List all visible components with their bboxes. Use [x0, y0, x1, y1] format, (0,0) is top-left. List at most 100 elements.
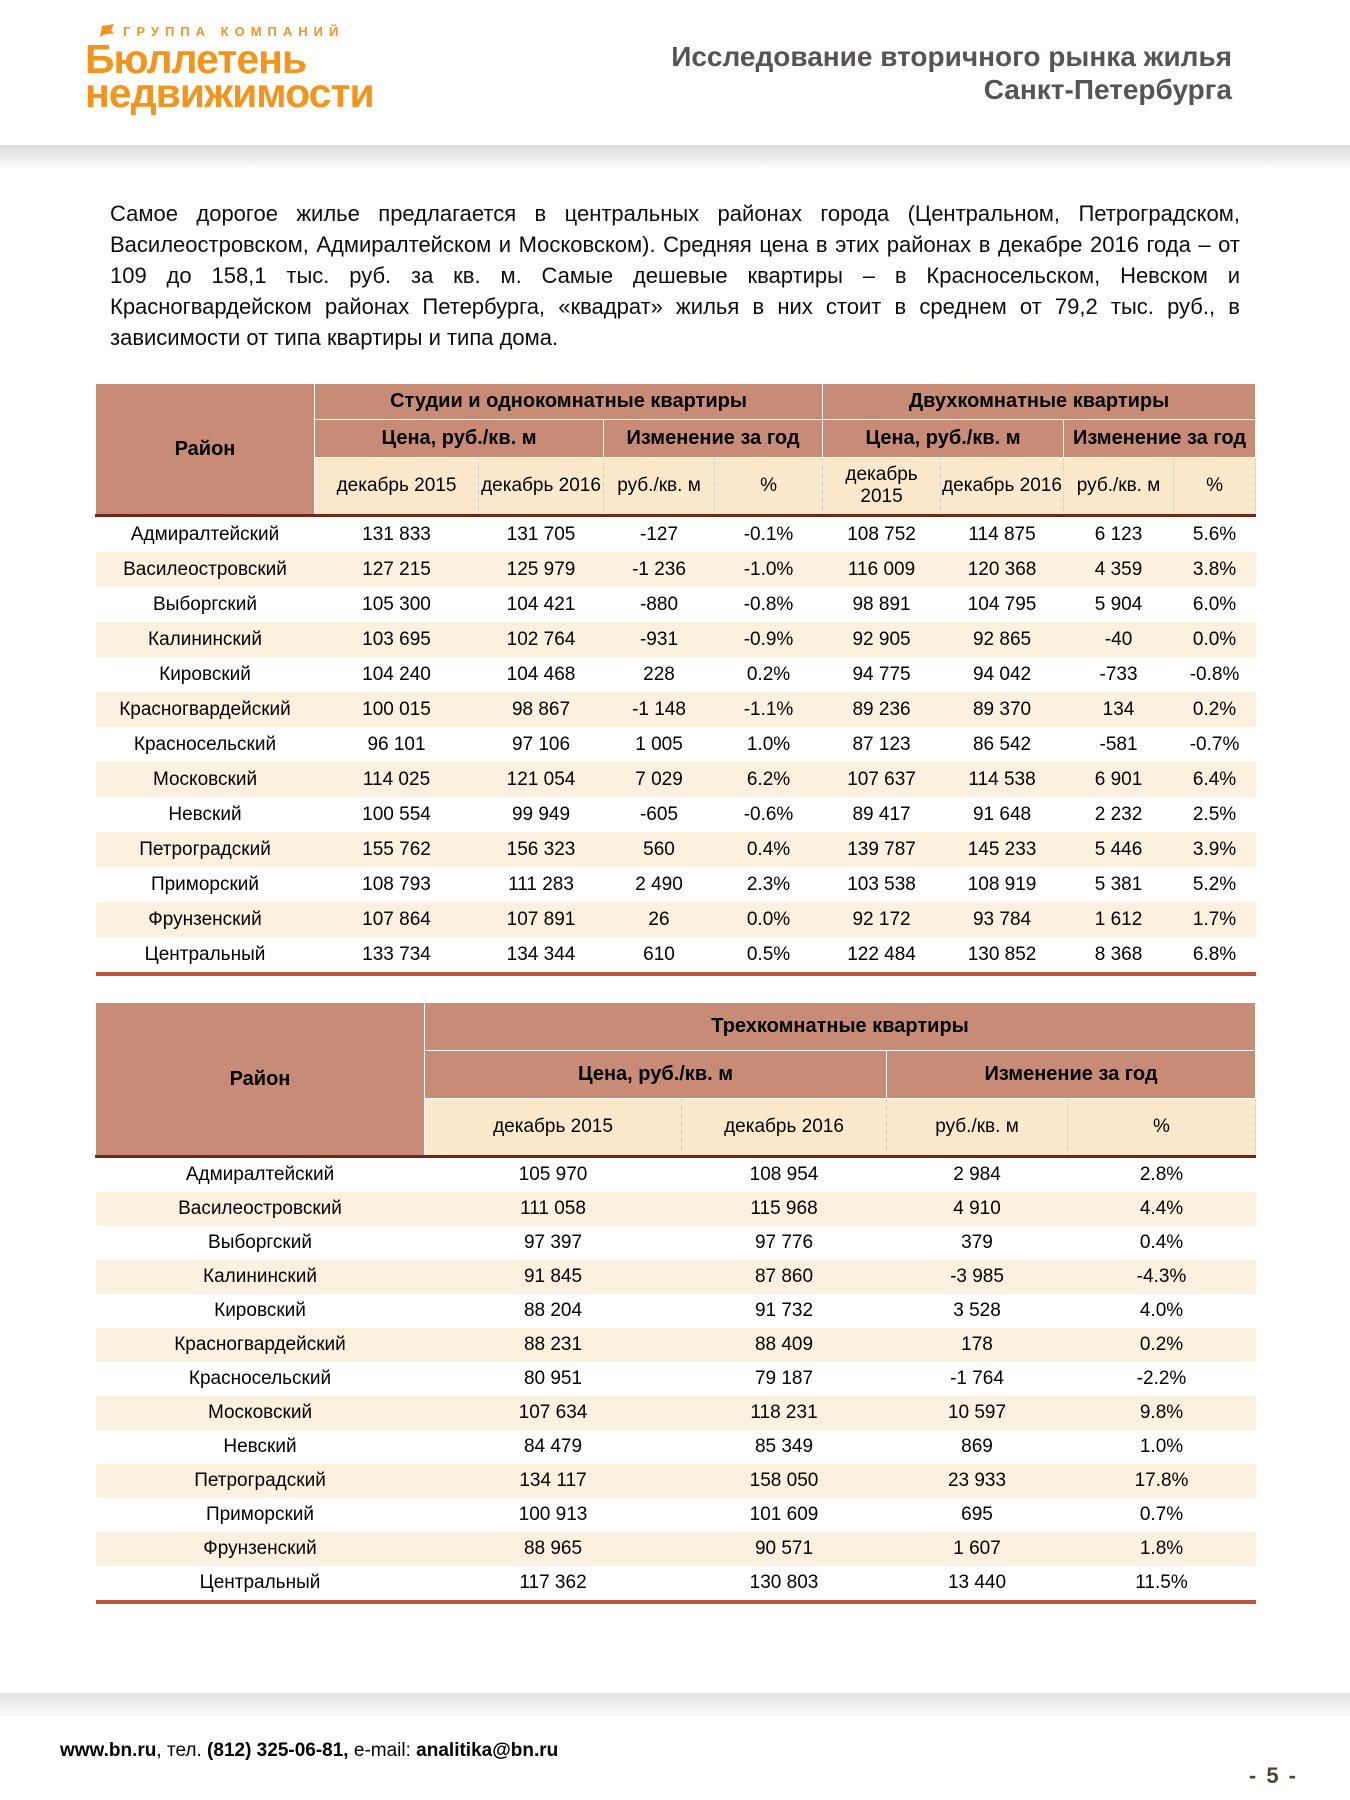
- table1-group2-header: Двухкомнатные квартиры: [822, 383, 1257, 420]
- value-cell: 114 875: [968, 523, 1036, 545]
- footer-phone: (812) 325-06-81,: [207, 1740, 349, 1761]
- value-cell: 116 009: [822, 552, 941, 587]
- page-title: Исследование вторичного рынка жилья Санк…: [671, 40, 1232, 106]
- value-cell: 0.4%: [714, 832, 823, 867]
- value-cell: 695: [961, 1504, 993, 1525]
- value-cell: 5 904: [1094, 593, 1143, 615]
- table-row: Кировский 104 240 104 468 228 0.2% 94 775 94 0…: [96, 657, 1256, 692]
- value-cell: 5.6%: [1192, 523, 1237, 545]
- value-cell: 91 845: [424, 1260, 682, 1294]
- table-row: Выборгский 97 397 97 776 379 0.4%: [96, 1226, 1256, 1260]
- value-cell: 155 762: [314, 832, 479, 867]
- value-cell: 108 752: [847, 523, 916, 545]
- value-cell: 134 344: [478, 937, 604, 976]
- col-header-dec2015: декабрь 2015: [822, 457, 942, 517]
- value-cell: 5.2%: [1192, 873, 1237, 895]
- table-row: Адмиралтейский 131 833 131 705 -127 -0.1% 108…: [96, 516, 1256, 553]
- page-number: - 5 -: [1248, 1763, 1298, 1788]
- table2-district-header: Район: [95, 1002, 425, 1158]
- district-cell: Выборгский: [153, 593, 257, 615]
- value-cell: 130 852: [940, 937, 1064, 976]
- value-cell: 87 860: [681, 1260, 887, 1294]
- value-cell: 5 446: [1063, 832, 1174, 867]
- value-cell: 122 484: [822, 937, 941, 976]
- value-cell: 114 538: [940, 762, 1064, 797]
- district-cell: Московский: [95, 1396, 425, 1430]
- value-cell: 91 732: [754, 1300, 814, 1321]
- value-cell: -3 985: [886, 1260, 1068, 1294]
- value-cell: 89 236: [822, 692, 941, 727]
- value-cell: 107 891: [478, 902, 604, 937]
- value-cell: 105 970: [518, 1164, 588, 1185]
- intro-paragraph: Самое дорогое жилье предлагается в центр…: [110, 201, 1240, 350]
- value-cell: 97 776: [754, 1232, 814, 1253]
- table-row: Красносельский 80 951 79 187 -1 764 -2.2%: [96, 1362, 1256, 1396]
- value-cell: 121 054: [478, 762, 604, 797]
- value-cell: 0.2%: [1067, 1328, 1256, 1362]
- value-cell: 4 910: [886, 1192, 1068, 1226]
- value-cell: 10 597: [886, 1396, 1068, 1430]
- value-cell: 134 117: [424, 1464, 682, 1498]
- value-cell: 108 919: [967, 873, 1037, 895]
- value-cell: 84 479: [523, 1436, 583, 1457]
- value-cell: 114 025: [314, 762, 479, 797]
- value-cell: 8 368: [1063, 937, 1174, 976]
- value-cell: 85 349: [754, 1436, 814, 1457]
- value-cell: 26: [603, 902, 715, 937]
- value-cell: 228: [643, 663, 675, 685]
- table-row: Калининский 103 695 102 764 -931 -0.9% 92 905…: [95, 622, 1256, 657]
- table-row: Невский 100 554 99 949 -605 -0.6% 89 417 91 64…: [96, 797, 1256, 832]
- value-cell: 93 784: [940, 902, 1064, 937]
- value-cell: 131 705: [506, 523, 576, 545]
- value-cell: 107 634: [424, 1396, 682, 1430]
- table1-body: Адмиралтейский 131 833 131 705 -127 -0.1% 108…: [95, 516, 1256, 976]
- table-row: Фрунзенский 88 965 90 571 1 607 1.8%: [95, 1532, 1256, 1566]
- value-cell: 92 172: [822, 902, 941, 937]
- value-cell: 104 421: [506, 593, 576, 615]
- value-cell: 2 490: [635, 873, 683, 895]
- table1-group1-header: Студии и однокомнатные квартиры: [313, 383, 824, 420]
- value-cell: 133 734: [314, 937, 479, 976]
- value-cell: 103 695: [314, 622, 479, 657]
- value-cell: 0.2%: [1173, 692, 1256, 727]
- value-cell: 23 933: [886, 1464, 1068, 1498]
- value-cell: 88 204: [523, 1300, 583, 1321]
- table-row: Центральный 133 734 134 344 610 0.5% 122 484 1…: [95, 937, 1256, 976]
- value-cell: 111 283: [508, 873, 574, 895]
- value-cell: 94 775: [852, 663, 911, 685]
- district-cell: Центральный: [95, 937, 315, 976]
- value-cell: 102 764: [478, 622, 604, 657]
- value-cell: 125 979: [478, 552, 604, 587]
- value-cell: -4.3%: [1067, 1260, 1256, 1294]
- footer-contact: www.bn.ru, тел. (812) 325-06-81, e-mail:…: [60, 1740, 558, 1762]
- value-cell: 108 793: [362, 873, 431, 895]
- footer-website: www.bn.ru: [60, 1740, 157, 1761]
- district-cell: Невский: [168, 803, 242, 825]
- value-cell: 105 300: [362, 593, 431, 615]
- value-cell: -0.6%: [743, 803, 794, 825]
- value-cell: 117 362: [424, 1566, 682, 1604]
- value-cell: 130 803: [681, 1566, 887, 1604]
- col-header-dec2015: декабрь 2015: [424, 1098, 682, 1158]
- value-cell: 0.0%: [714, 902, 823, 937]
- col-header-dec2016: декабрь 2016: [478, 457, 604, 517]
- value-cell: 100 913: [518, 1504, 588, 1525]
- value-cell: 101 609: [749, 1504, 819, 1525]
- value-cell: 869: [961, 1436, 993, 1457]
- value-cell: 178: [886, 1328, 1068, 1362]
- value-cell: 90 571: [681, 1532, 887, 1566]
- logo-group-label: ГРУППА КОМПАНИЙ: [123, 23, 345, 39]
- col-header-rub: руб./кв. м: [603, 457, 715, 517]
- table1-price-header-1: Цена, руб./кв. м: [314, 419, 604, 458]
- value-cell: 0.4%: [1139, 1232, 1184, 1253]
- value-cell: 94 042: [972, 663, 1032, 685]
- col-header-pct: %: [1067, 1098, 1256, 1158]
- value-cell: 88 409: [681, 1328, 887, 1362]
- value-cell: 6 901: [1063, 762, 1174, 797]
- col-header-rub: руб./кв. м: [886, 1098, 1068, 1158]
- value-cell: 103 538: [847, 873, 916, 895]
- value-cell: -1 148: [603, 692, 715, 727]
- value-cell: 0.0%: [1173, 622, 1256, 657]
- table-row: Приморский 100 913 101 609 695 0.7%: [96, 1498, 1256, 1532]
